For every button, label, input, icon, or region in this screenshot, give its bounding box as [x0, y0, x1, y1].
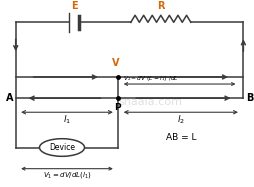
Text: B: B — [245, 93, 252, 103]
Text: R: R — [156, 1, 164, 11]
Text: $l_1$: $l_1$ — [63, 113, 71, 126]
Text: $V_1 = dV/dL(l_1)$: $V_1 = dV/dL(l_1)$ — [42, 170, 91, 180]
Text: E: E — [71, 1, 77, 11]
Text: P: P — [113, 103, 120, 112]
Text: $l_2$: $l_2$ — [176, 113, 184, 126]
Text: $V_2 = dV\ (L - l_1)\ /dL$: $V_2 = dV\ (L - l_1)\ /dL$ — [123, 74, 178, 83]
Text: V: V — [112, 58, 119, 68]
Text: Device: Device — [49, 143, 75, 152]
Text: A: A — [6, 93, 13, 103]
Text: shaala.com: shaala.com — [118, 97, 182, 107]
Text: AB = L: AB = L — [165, 133, 195, 142]
Ellipse shape — [39, 139, 84, 156]
